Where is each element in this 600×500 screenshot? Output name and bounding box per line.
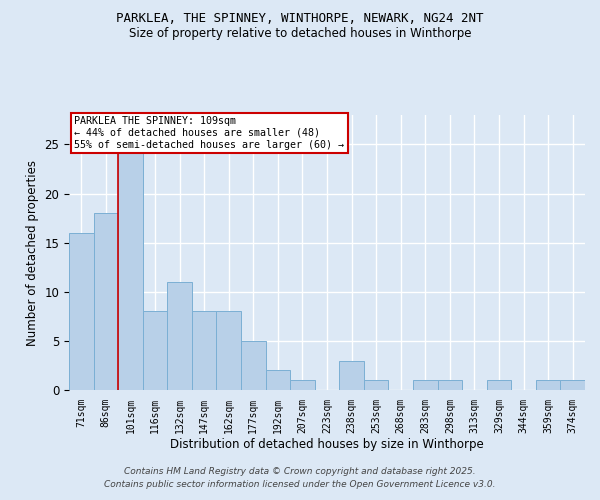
Bar	[339, 360, 364, 390]
Bar	[364, 380, 388, 390]
Bar	[290, 380, 315, 390]
Text: Size of property relative to detached houses in Winthorpe: Size of property relative to detached ho…	[129, 28, 471, 40]
Bar	[560, 380, 585, 390]
Bar	[413, 380, 437, 390]
Bar	[94, 213, 118, 390]
Text: Contains public sector information licensed under the Open Government Licence v3: Contains public sector information licen…	[104, 480, 496, 489]
Bar	[241, 341, 266, 390]
Bar	[217, 312, 241, 390]
Text: PARKLEA THE SPINNEY: 109sqm
← 44% of detached houses are smaller (48)
55% of sem: PARKLEA THE SPINNEY: 109sqm ← 44% of det…	[74, 116, 344, 150]
Bar	[118, 144, 143, 390]
Bar	[536, 380, 560, 390]
Bar	[69, 233, 94, 390]
Bar	[487, 380, 511, 390]
Bar	[167, 282, 192, 390]
Bar	[437, 380, 462, 390]
Bar	[192, 312, 217, 390]
Text: PARKLEA, THE SPINNEY, WINTHORPE, NEWARK, NG24 2NT: PARKLEA, THE SPINNEY, WINTHORPE, NEWARK,…	[116, 12, 484, 26]
Y-axis label: Number of detached properties: Number of detached properties	[26, 160, 39, 346]
Text: Contains HM Land Registry data © Crown copyright and database right 2025.: Contains HM Land Registry data © Crown c…	[124, 467, 476, 476]
Bar	[266, 370, 290, 390]
X-axis label: Distribution of detached houses by size in Winthorpe: Distribution of detached houses by size …	[170, 438, 484, 452]
Bar	[143, 312, 167, 390]
